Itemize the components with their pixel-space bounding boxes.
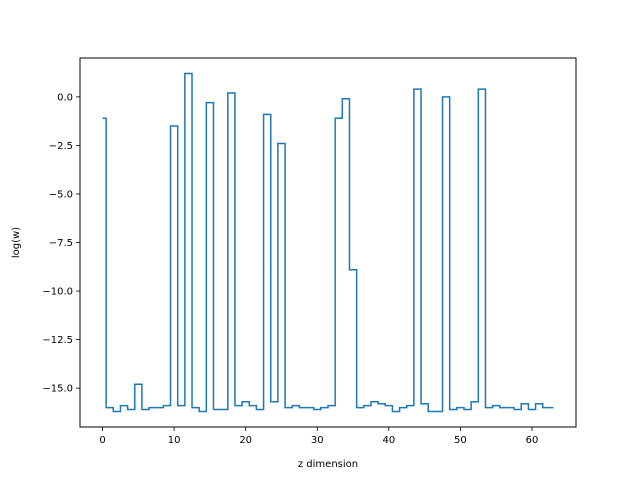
plot-area	[102, 72, 554, 413]
series-line	[102, 72, 554, 413]
x-tick-label: 60	[526, 435, 539, 446]
x-tick-label: 30	[311, 435, 324, 446]
x-tick-label: 40	[382, 435, 395, 446]
y-axis-label: log(w)	[11, 227, 22, 258]
x-tick-label: 10	[168, 435, 181, 446]
x-tick-label: 20	[239, 435, 252, 446]
y-tick-label: 0.0	[57, 92, 73, 103]
x-axis-label: z dimension	[298, 459, 358, 470]
y-tick-label: −12.5	[42, 335, 73, 346]
x-tick-label: 50	[454, 435, 467, 446]
y-tick-label: −7.5	[49, 238, 73, 249]
y-tick-label: −10.0	[42, 287, 73, 298]
y-tick-label: −5.0	[49, 189, 73, 200]
x-tick-label: 0	[99, 435, 105, 446]
axis-ticks: 0 10 20 30 40 50 60 0.0 −2.5 −5.0 −7.5 −10.0 −12.5 −1…	[42, 92, 538, 446]
axes-frame	[79, 57, 577, 428]
y-tick-label: −2.5	[49, 141, 73, 152]
y-tick-label: −15.0	[42, 384, 73, 395]
